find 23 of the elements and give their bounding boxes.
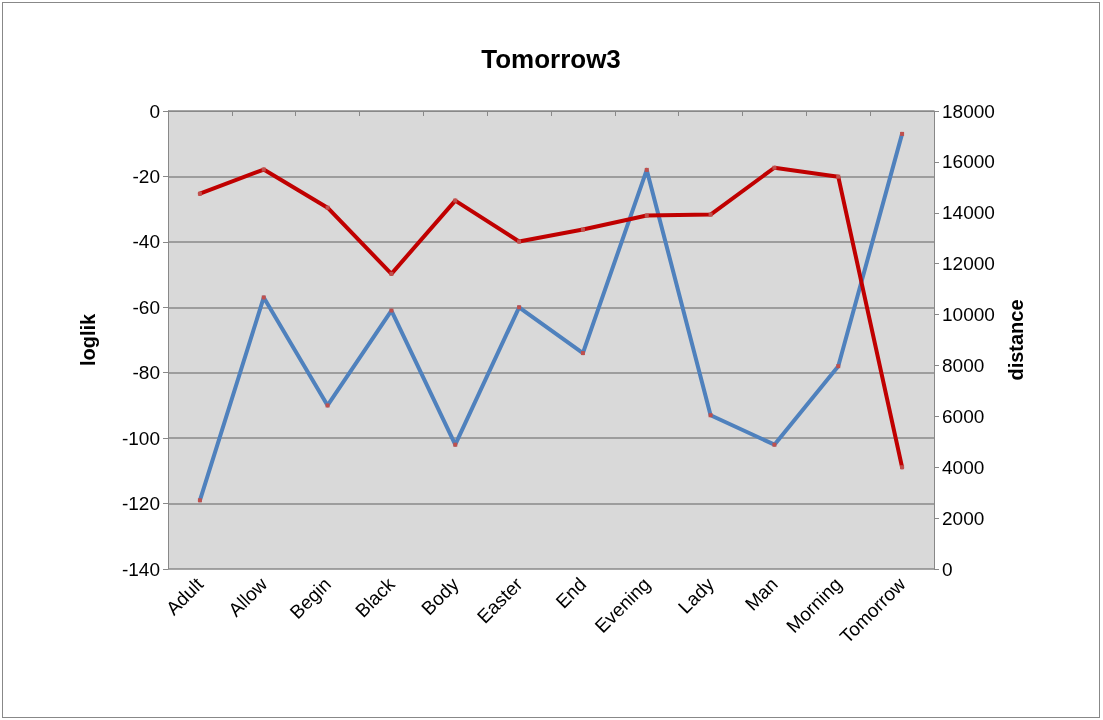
y2-tick-label: 0 bbox=[942, 558, 953, 580]
y2-tick-label: 12000 bbox=[942, 253, 995, 275]
y2-axis-title: distance bbox=[1004, 299, 1027, 381]
y2-tick-label: 18000 bbox=[942, 100, 995, 122]
y2-tick-label: 10000 bbox=[942, 304, 995, 326]
y2-tick-label: 8000 bbox=[942, 354, 985, 376]
y-tick-label: -80 bbox=[132, 362, 160, 384]
y-tick-label: -100 bbox=[121, 427, 160, 449]
y2-tick-label: 6000 bbox=[942, 405, 985, 427]
y-tick-label: -140 bbox=[121, 558, 160, 580]
y-axis-title: loglik bbox=[77, 313, 99, 367]
y-tick-label: -40 bbox=[132, 231, 160, 253]
chart-title: Tomorrow3 bbox=[481, 44, 621, 74]
x-tick-label: End bbox=[551, 573, 591, 613]
y2-tick-label: 16000 bbox=[942, 151, 995, 173]
y-tick-label: -120 bbox=[121, 493, 160, 515]
y-tick-label: -60 bbox=[132, 296, 160, 318]
y2-tick-label: 2000 bbox=[942, 507, 985, 529]
y2-tick-label: 4000 bbox=[942, 456, 985, 478]
y-tick-label: -20 bbox=[132, 165, 160, 187]
x-tick-label: Man bbox=[740, 573, 782, 615]
y-tick-label: 0 bbox=[149, 100, 160, 122]
y2-tick-label: 14000 bbox=[942, 202, 995, 224]
